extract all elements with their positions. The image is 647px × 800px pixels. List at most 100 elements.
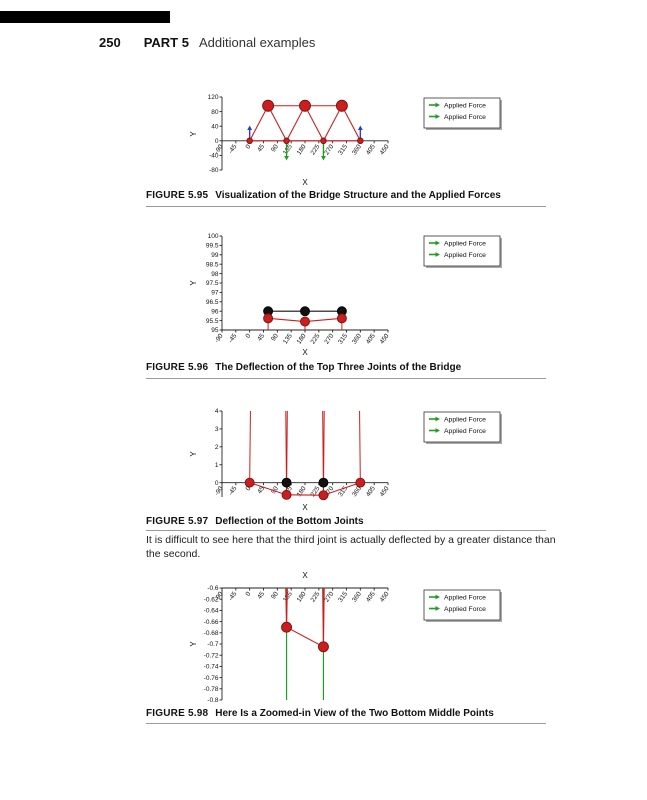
tick-labels: 95 95.5 96 96.5 97 97.5 98 98.5 99 99.5 100 -90 -45 0… xyxy=(206,233,391,345)
svg-text:100: 100 xyxy=(208,233,219,240)
caption-rule xyxy=(146,530,546,531)
svg-text:90: 90 xyxy=(270,485,280,495)
svg-text:99.5: 99.5 xyxy=(206,243,219,250)
svg-text:-45: -45 xyxy=(227,485,238,497)
figure-title: Deflection of the Bottom Joints xyxy=(215,516,364,527)
svg-text:-0.72: -0.72 xyxy=(204,652,219,659)
svg-text:Y: Y xyxy=(189,131,198,137)
svg-text:96: 96 xyxy=(211,308,219,315)
svg-text:0: 0 xyxy=(244,332,252,339)
svg-text:-0.62: -0.62 xyxy=(204,596,219,603)
svg-text:2: 2 xyxy=(215,444,219,451)
svg-text:99: 99 xyxy=(211,252,219,259)
svg-text:0: 0 xyxy=(215,480,219,487)
svg-text:Y: Y xyxy=(189,641,198,647)
svg-text:98: 98 xyxy=(211,271,219,278)
svg-text:450: 450 xyxy=(379,332,391,345)
series xyxy=(281,587,329,700)
svg-text:-90: -90 xyxy=(214,143,225,155)
svg-text:40: 40 xyxy=(211,123,219,130)
figure-caption-5-98: FIGURE 5.98 Here Is a Zoomed-in View of t… xyxy=(146,708,556,719)
svg-text:95: 95 xyxy=(211,327,219,334)
figure-caption-5-95: FIGURE 5.95 Visualization of the Bridge S… xyxy=(146,190,556,201)
svg-text:360: 360 xyxy=(351,332,363,345)
legend: Applied Force Applied Force xyxy=(423,411,502,444)
legend-label: Applied Force xyxy=(444,428,486,435)
svg-text:-90: -90 xyxy=(214,485,225,497)
svg-text:-45: -45 xyxy=(227,332,238,344)
svg-text:405: 405 xyxy=(365,143,377,156)
svg-text:315: 315 xyxy=(337,143,349,156)
page-number: 250 xyxy=(99,35,121,50)
svg-text:-80: -80 xyxy=(209,167,219,174)
svg-text:X: X xyxy=(302,348,308,357)
svg-text:0: 0 xyxy=(244,143,252,150)
legend-label: Applied Force xyxy=(444,240,486,247)
svg-text:270: 270 xyxy=(323,590,335,603)
figure-label: FIGURE 5.96 xyxy=(146,362,209,373)
svg-text:270: 270 xyxy=(323,332,335,345)
svg-text:95.5: 95.5 xyxy=(206,318,219,325)
svg-text:360: 360 xyxy=(351,143,363,156)
figure-label: FIGURE 5.95 xyxy=(146,190,209,201)
svg-text:225: 225 xyxy=(310,332,322,345)
caption-rule xyxy=(146,378,546,379)
svg-text:45: 45 xyxy=(256,143,266,153)
svg-text:450: 450 xyxy=(379,143,391,156)
svg-text:225: 225 xyxy=(310,143,322,156)
series xyxy=(246,99,364,161)
svg-text:97: 97 xyxy=(211,290,219,297)
svg-text:45: 45 xyxy=(256,590,266,600)
legend-label: Applied Force xyxy=(444,102,486,109)
figure-title: Here Is a Zoomed-in View of the Two Bott… xyxy=(215,708,494,719)
series xyxy=(244,410,366,501)
svg-text:135: 135 xyxy=(282,332,294,345)
svg-text:-90: -90 xyxy=(214,590,225,602)
svg-text:97.5: 97.5 xyxy=(206,280,219,287)
svg-text:0: 0 xyxy=(244,590,252,597)
svg-text:135: 135 xyxy=(282,143,294,156)
legend-label: Applied Force xyxy=(444,594,486,601)
svg-text:315: 315 xyxy=(337,590,349,603)
header-bar-decoration xyxy=(0,11,170,23)
figure-5-95-chart: -80 -40 0 40 80 120 -90 -45 0 45 90 135 180 225 270 315… xyxy=(189,94,502,187)
svg-text:Y: Y xyxy=(189,280,198,286)
svg-text:405: 405 xyxy=(365,485,377,498)
axes xyxy=(219,587,389,701)
svg-text:1: 1 xyxy=(215,462,219,469)
svg-text:X: X xyxy=(302,571,308,580)
legend: Applied Force Applied Force xyxy=(423,235,502,268)
svg-text:450: 450 xyxy=(379,485,391,498)
svg-text:-0.78: -0.78 xyxy=(204,686,219,693)
legend-label: Applied Force xyxy=(444,416,486,423)
svg-text:405: 405 xyxy=(365,590,377,603)
svg-text:0: 0 xyxy=(215,138,219,145)
legend: Applied Force Applied Force xyxy=(423,97,502,130)
svg-text:0: 0 xyxy=(244,485,252,492)
axis-titles: XY xyxy=(189,451,308,512)
svg-text:-0.6: -0.6 xyxy=(207,585,219,592)
svg-text:-40: -40 xyxy=(209,153,219,160)
svg-text:90: 90 xyxy=(270,332,280,342)
svg-text:-45: -45 xyxy=(227,143,238,155)
svg-text:90: 90 xyxy=(270,143,280,153)
svg-text:-0.8: -0.8 xyxy=(207,697,219,704)
part-title: Additional examples xyxy=(198,35,316,50)
axis-titles: XY xyxy=(189,131,308,187)
svg-text:-0.68: -0.68 xyxy=(204,630,219,637)
svg-text:270: 270 xyxy=(323,143,335,156)
svg-text:80: 80 xyxy=(211,109,219,116)
svg-text:225: 225 xyxy=(310,590,322,603)
legend-label: Applied Force xyxy=(444,606,486,613)
svg-text:-0.64: -0.64 xyxy=(204,608,219,615)
legend-label: Applied Force xyxy=(444,252,486,259)
svg-text:45: 45 xyxy=(256,485,266,495)
svg-text:98.5: 98.5 xyxy=(206,261,219,268)
series xyxy=(263,306,347,330)
svg-text:135: 135 xyxy=(282,590,294,603)
svg-text:405: 405 xyxy=(365,332,377,345)
svg-text:X: X xyxy=(302,178,308,187)
caption-rule xyxy=(146,723,546,724)
svg-text:180: 180 xyxy=(296,485,308,498)
svg-text:-0.66: -0.66 xyxy=(204,619,219,626)
